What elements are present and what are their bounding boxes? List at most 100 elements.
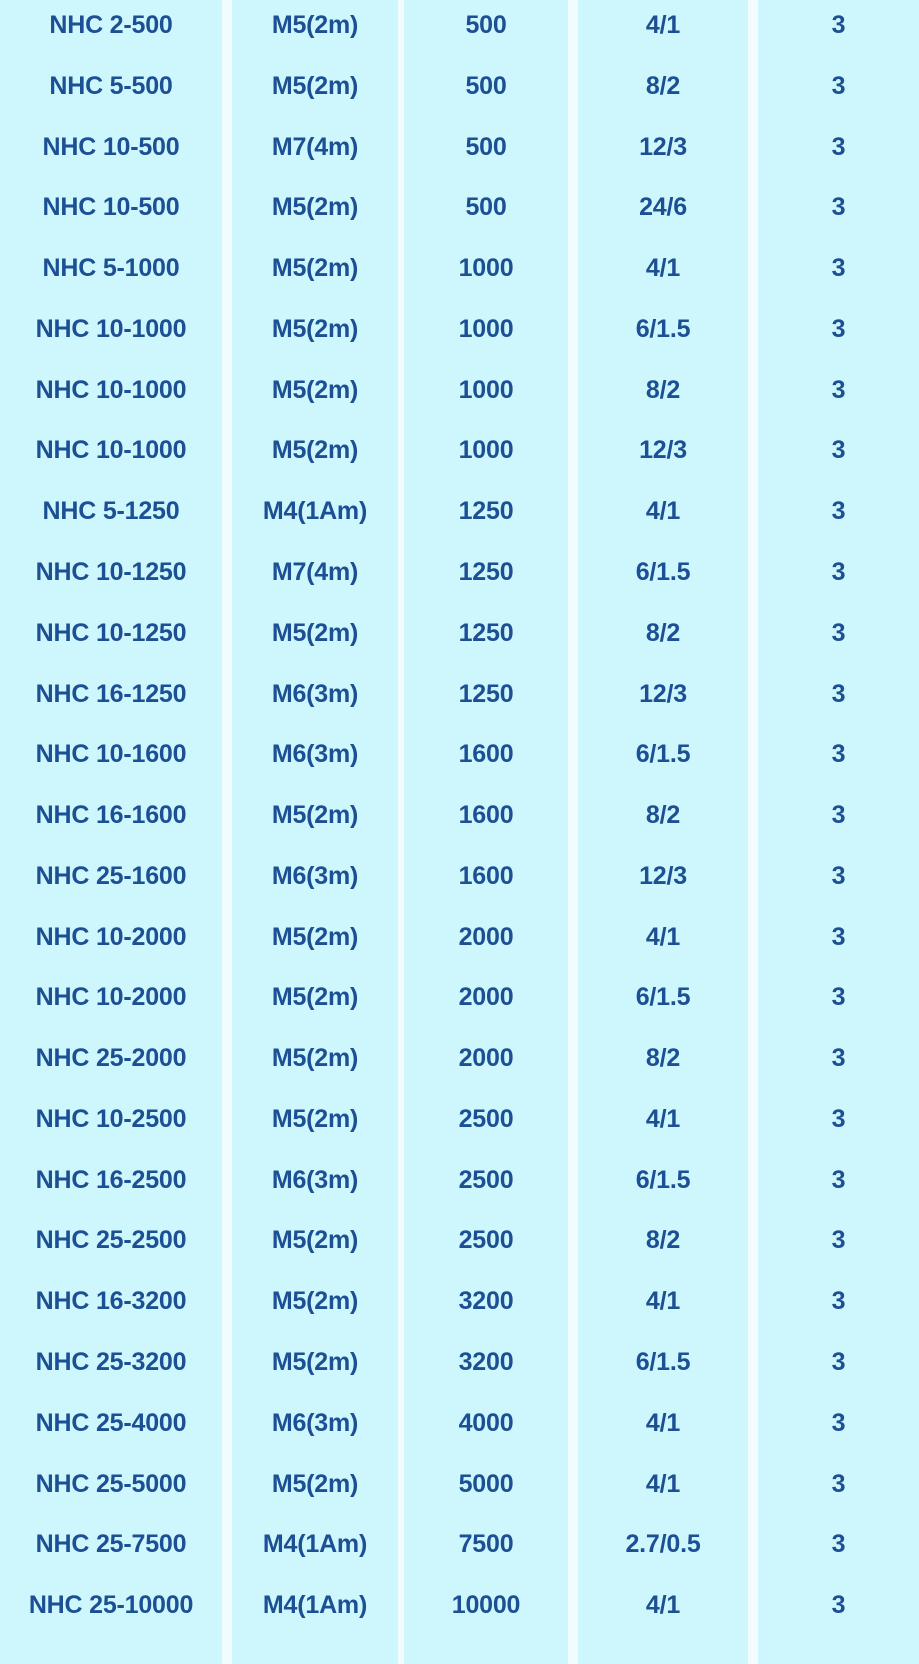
table-cell: 4/1 <box>645 1469 681 1498</box>
table-cell: M6(3m) <box>271 740 359 769</box>
table-cell: M5(2m) <box>271 1044 359 1073</box>
table-cell: 4000 <box>458 1408 514 1437</box>
table-cell: NHC 10-500 <box>42 132 180 161</box>
table-cell: 6/1.5 <box>635 983 691 1012</box>
table-cell: 2500 <box>458 1226 514 1255</box>
table-row: NHC 25-1600 M6(3m) 1600 12/3 3 <box>0 846 919 907</box>
table-row: NHC 16-1250 M6(3m) 1250 12/3 3 <box>0 664 919 725</box>
table-cell: 8/2 <box>645 801 681 830</box>
table-cell: NHC 25-2000 <box>35 1044 187 1073</box>
table-cell: NHC 5-1000 <box>42 254 180 283</box>
table-row: NHC 5-500 M5(2m) 500 8/2 3 <box>0 56 919 117</box>
table-cell: M5(2m) <box>271 1348 359 1377</box>
table-cell: 3 <box>831 557 846 586</box>
table-cell: NHC 25-2500 <box>35 1226 187 1255</box>
table-row: NHC 16-2500 M6(3m) 2500 6/1.5 3 <box>0 1150 919 1211</box>
table-cell: 6/1.5 <box>635 314 691 343</box>
table-cell: 3 <box>831 1530 846 1559</box>
table-cell: NHC 10-1250 <box>35 557 187 586</box>
table-row: NHC 10-1000 M5(2m) 1000 12/3 3 <box>0 420 919 481</box>
table-cell: 4/1 <box>645 1408 681 1437</box>
table-cell: 10000 <box>451 1591 521 1620</box>
table-cell: M6(3m) <box>271 1165 359 1194</box>
table-cell: NHC 10-1000 <box>35 436 187 465</box>
table-cell: M5(2m) <box>271 436 359 465</box>
table-row: NHC 25-7500 M4(1Am) 7500 2.7/0.5 3 <box>0 1514 919 1575</box>
table-cell: 1600 <box>458 740 514 769</box>
table-cell: 3 <box>831 983 846 1012</box>
table-cell: NHC 10-2000 <box>35 983 187 1012</box>
table-cell: 8/2 <box>645 71 681 100</box>
table-cell: 500 <box>465 71 507 100</box>
table-cell: NHC 25-1600 <box>35 861 187 890</box>
table-cell: M5(2m) <box>271 314 359 343</box>
table-cell: 4/1 <box>645 1287 681 1316</box>
table-row: NHC 10-1250 M7(4m) 1250 6/1.5 3 <box>0 542 919 603</box>
table-cell: 6/1.5 <box>635 740 691 769</box>
table-cell: 3 <box>831 861 846 890</box>
table-cell: 7500 <box>458 1530 514 1559</box>
table-cell: 3 <box>831 1226 846 1255</box>
table-row: NHC 10-1000 M5(2m) 1000 8/2 3 <box>0 360 919 421</box>
table-cell: NHC 10-1000 <box>35 314 187 343</box>
table-cell: M7(4m) <box>271 132 359 161</box>
table-cell: M5(2m) <box>271 801 359 830</box>
table-cell: NHC 25-3200 <box>35 1348 187 1377</box>
table-row: NHC 2-500 M5(2m) 500 4/1 3 <box>0 0 919 56</box>
table-row: NHC 5-1000 M5(2m) 1000 4/1 3 <box>0 238 919 299</box>
table-cell: 1600 <box>458 861 514 890</box>
table-row: NHC 25-10000 M4(1Am) 10000 4/1 3 <box>0 1575 919 1636</box>
table-cell: 4/1 <box>645 922 681 951</box>
table-cell: M5(2m) <box>271 375 359 404</box>
table-row: NHC 10-1250 M5(2m) 1250 8/2 3 <box>0 603 919 664</box>
table-row: NHC 10-1000 M5(2m) 1000 6/1.5 3 <box>0 299 919 360</box>
table-cell: 3 <box>831 314 846 343</box>
table-cell: 3 <box>831 1044 846 1073</box>
table-cell: 1000 <box>458 375 514 404</box>
table-cell: 1250 <box>458 679 514 708</box>
table-cell: 1000 <box>458 254 514 283</box>
table-cell: 1250 <box>458 618 514 647</box>
table-cell: 500 <box>465 193 507 222</box>
table-cell: 8/2 <box>645 375 681 404</box>
table-cell: NHC 16-1600 <box>35 801 187 830</box>
table-cell: 12/3 <box>639 861 687 890</box>
table-cell: M4(1Am) <box>262 497 368 526</box>
table-row: NHC 10-500 M5(2m) 500 24/6 3 <box>0 177 919 238</box>
table-row: NHC 25-4000 M6(3m) 4000 4/1 3 <box>0 1393 919 1454</box>
table-cell: 2500 <box>458 1165 514 1194</box>
table-cell: 3200 <box>458 1287 514 1316</box>
table-cell: 3 <box>831 740 846 769</box>
table-cell: M5(2m) <box>271 1226 359 1255</box>
table-cell: 500 <box>465 132 507 161</box>
table-row: NHC 10-2000 M5(2m) 2000 4/1 3 <box>0 907 919 968</box>
table-cell: NHC 10-2500 <box>35 1104 187 1133</box>
table-cell: 6/1.5 <box>635 1348 691 1377</box>
table-cell: 3 <box>831 193 846 222</box>
table-cell: 3 <box>831 1591 846 1620</box>
table-cell: M6(3m) <box>271 679 359 708</box>
table-cell: 3 <box>831 1408 846 1437</box>
table-cell: NHC 25-7500 <box>35 1530 187 1559</box>
table-cell: 3 <box>831 1469 846 1498</box>
table-cell: 6/1.5 <box>635 1165 691 1194</box>
table-cell: 3 <box>831 1287 846 1316</box>
table-cell: M6(3m) <box>271 861 359 890</box>
table-cell: NHC 16-3200 <box>35 1287 187 1316</box>
table-cell: NHC 5-1250 <box>42 497 180 526</box>
table-cell: NHC 10-1000 <box>35 375 187 404</box>
table-cell: 3 <box>831 11 846 39</box>
table-cell: 3 <box>831 497 846 526</box>
table-cell: M5(2m) <box>271 193 359 222</box>
table-cell: M4(1Am) <box>262 1530 368 1559</box>
table-cell: 24/6 <box>639 193 687 222</box>
table-cell: 12/3 <box>639 132 687 161</box>
table-cell: 8/2 <box>645 618 681 647</box>
table-row: NHC 25-2500 M5(2m) 2500 8/2 3 <box>0 1210 919 1271</box>
table-cell: 1250 <box>458 557 514 586</box>
table-cell: M5(2m) <box>271 1104 359 1133</box>
table-cell: M5(2m) <box>271 11 359 39</box>
table-cell: 3 <box>831 71 846 100</box>
table-cell: 3 <box>831 679 846 708</box>
